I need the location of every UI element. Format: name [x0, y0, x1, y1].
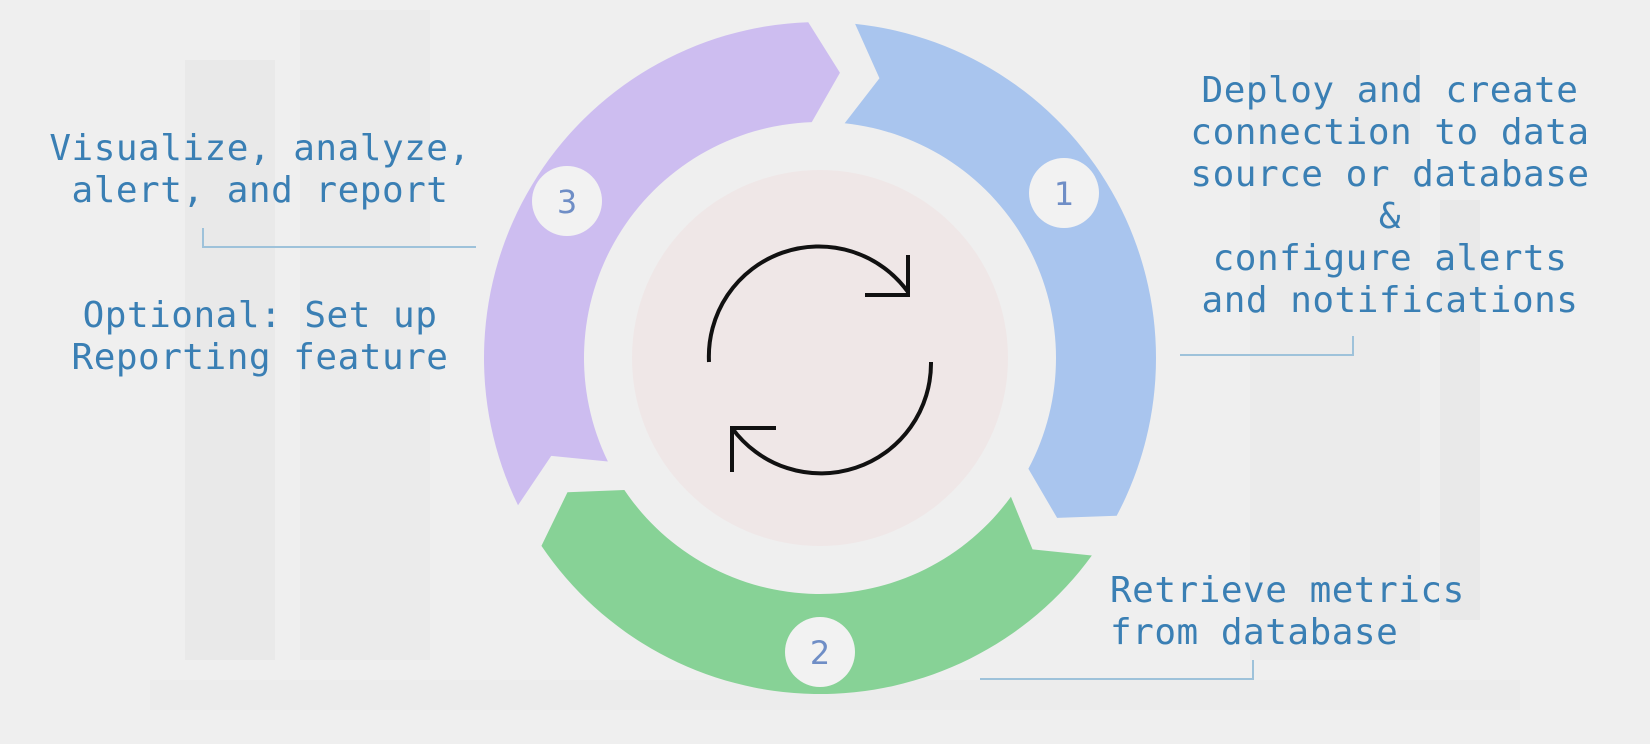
background-bar	[300, 10, 430, 660]
background-bar	[185, 60, 275, 660]
step-1-label: Deploy and create connection to data sou…	[1190, 70, 1590, 321]
step-3-label: Visualize, analyze, alert, and report	[49, 128, 471, 211]
step-3-segment	[484, 22, 840, 506]
optional-note: Optional: Set up Reporting feature	[71, 295, 449, 378]
background-bar	[1440, 200, 1480, 620]
step-1-number: 1	[1054, 175, 1074, 213]
refresh-arrowhead-top	[865, 255, 910, 297]
step-1-badge: 1	[1029, 158, 1099, 228]
background-bar	[1250, 20, 1420, 660]
refresh-arrowhead-bottom	[730, 426, 776, 472]
refresh-cycle-icon	[706, 244, 934, 476]
step-2-number: 2	[810, 634, 830, 672]
step-1-connector	[1180, 336, 1354, 356]
step-1-segment	[844, 23, 1156, 518]
step-2-segment	[541, 489, 1092, 695]
step-3-badge: 3	[532, 166, 602, 236]
center-circle	[632, 170, 1008, 546]
step-2-label: Retrieve metrics from database	[1110, 570, 1465, 653]
refresh-arc-top	[706, 244, 910, 363]
step-2-badge: 2	[785, 617, 855, 687]
refresh-arc-bottom	[730, 361, 934, 476]
step-2-badge-circle	[785, 617, 855, 687]
step-3-connector	[202, 228, 476, 248]
step-3-badge-circle	[532, 166, 602, 236]
step-2-connector	[980, 660, 1254, 680]
step-1-badge-circle	[1029, 158, 1099, 228]
step-3-number: 3	[557, 183, 577, 221]
